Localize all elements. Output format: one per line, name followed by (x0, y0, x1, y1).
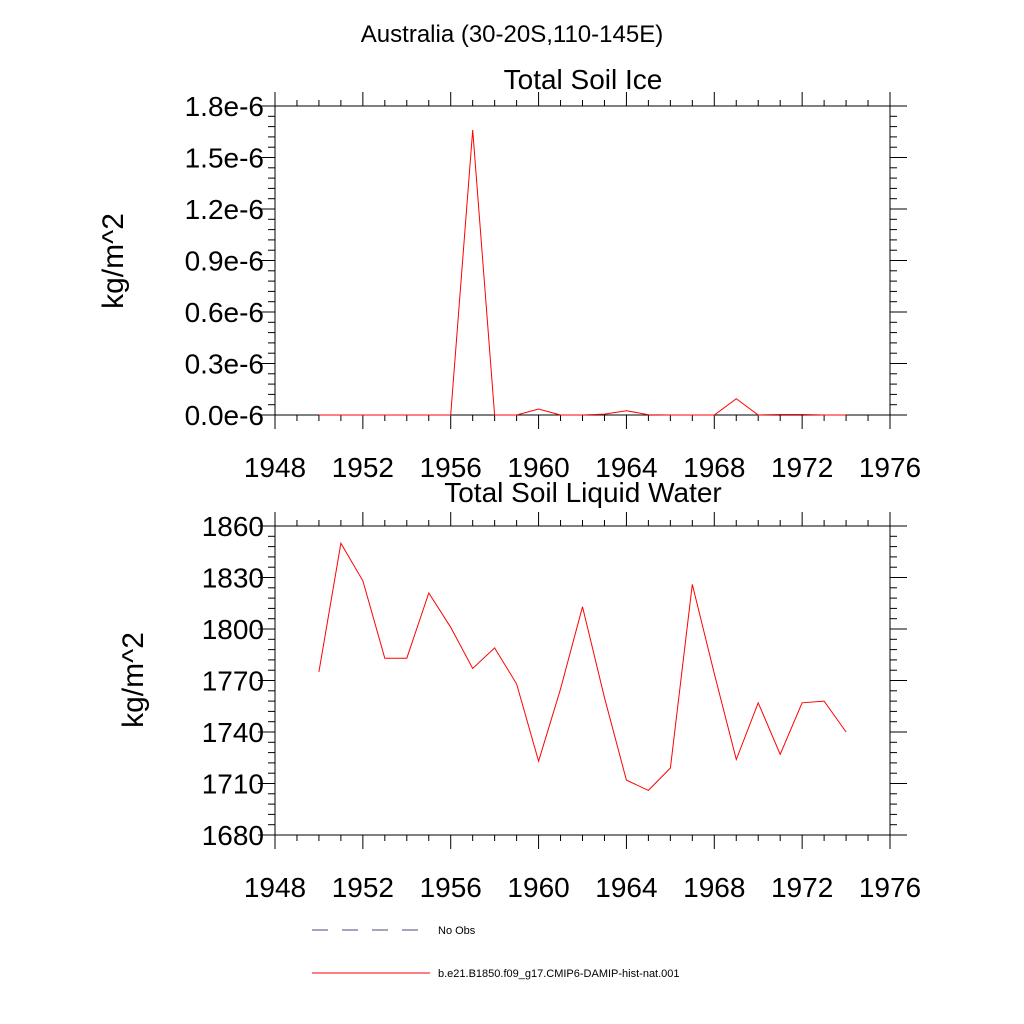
x-tick-label: 1976 (859, 872, 921, 903)
x-tick-label: 1968 (683, 872, 745, 903)
y-tick-label: 1740 (202, 717, 264, 748)
x-tick-label: 1952 (332, 452, 394, 483)
y-tick-label: 1.2e-6 (185, 194, 264, 225)
x-tick-label: 1948 (244, 452, 306, 483)
y-axis-label: kg/m^2 (97, 213, 130, 309)
y-tick-label: 0.0e-6 (185, 400, 264, 431)
x-tick-label: 1976 (859, 452, 921, 483)
y-axis-label: kg/m^2 (117, 632, 150, 728)
y-tick-label: 0.6e-6 (185, 297, 264, 328)
x-tick-label: 1956 (420, 452, 482, 483)
chart-title: Total Soil Liquid Water (444, 477, 722, 508)
y-tick-label: 1710 (202, 769, 264, 800)
x-tick-label: 1960 (507, 452, 569, 483)
chart-total-soil-ice: Total Soil Ice kg/m^2 1948 1952 1956 1960 19… (97, 64, 921, 483)
y-tick-label: 1680 (202, 820, 264, 851)
y-tick-label: 1770 (202, 666, 264, 697)
plot-frame (274, 105, 891, 416)
chart-title: Total Soil Ice (504, 64, 663, 95)
x-tick-label: 1964 (595, 452, 657, 483)
y-tick-label: 0.3e-6 (185, 349, 264, 380)
y-tick-label: 1.5e-6 (185, 143, 264, 174)
chart-total-soil-liquid-water: Total Soil Liquid Water kg/m^2 1948 1952 1… (117, 477, 921, 903)
y-tick-label: 0.9e-6 (185, 246, 264, 277)
plot-frame (274, 525, 891, 836)
figure-suptitle: Australia (30-20S,110-145E) (361, 21, 663, 48)
series-line (318, 129, 847, 416)
x-tick-label: 1960 (507, 872, 569, 903)
x-tick-label: 1972 (771, 872, 833, 903)
y-tick-label: 1830 (202, 563, 264, 594)
legend-label-model-run: b.e21.B1850.f09_g17.CMIP6-DAMIP-hist-nat… (438, 968, 680, 980)
x-tick-label: 1952 (332, 872, 394, 903)
x-tick-label: 1956 (420, 872, 482, 903)
legend-label-no-obs: No Obs (438, 925, 476, 937)
y-tick-label: 1860 (202, 511, 264, 542)
legend: No Obs b.e21.B1850.f09_g17.CMIP6-DAMIP-h… (312, 925, 680, 980)
x-tick-label: 1972 (771, 452, 833, 483)
y-tick-label: 1800 (202, 614, 264, 645)
x-tick-label: 1968 (683, 452, 745, 483)
y-tick-label: 1.8e-6 (185, 91, 264, 122)
series-line (318, 541, 847, 792)
x-tick-label: 1964 (595, 872, 657, 903)
x-tick-label: 1948 (244, 872, 306, 903)
